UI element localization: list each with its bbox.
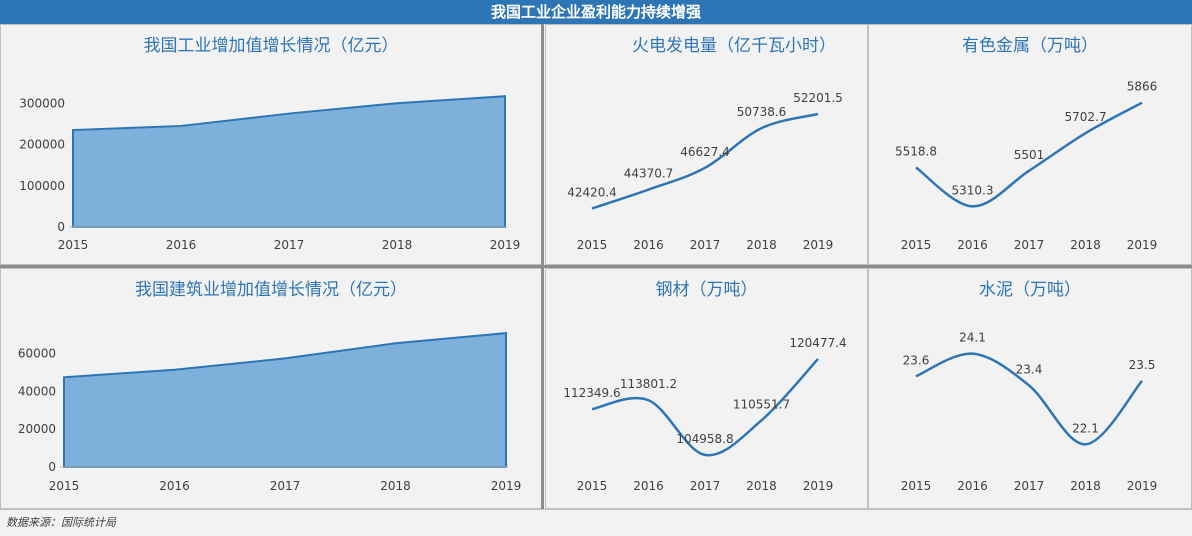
x-tick-label: 2019: [1127, 479, 1158, 493]
x-tick-label: 2017: [690, 238, 721, 252]
area-series: [64, 333, 506, 467]
x-tick-label: 2016: [166, 238, 197, 252]
y-tick-label: 40000: [18, 384, 56, 398]
x-tick-label: 2018: [1070, 238, 1101, 252]
data-label: 44370.7: [624, 167, 674, 181]
data-label: 113801.2: [620, 377, 677, 391]
data-label: 112349.6: [563, 386, 620, 400]
x-tick-label: 2015: [58, 238, 89, 252]
x-tick-label: 2019: [803, 238, 834, 252]
data-label: 5501: [1014, 148, 1045, 162]
data-label: 23.5: [1129, 358, 1156, 372]
chart-industry: 2015 2016 2017 2018 2019 0 100000 200000 300000: [1, 25, 543, 266]
y-tick-label: 0: [57, 220, 65, 234]
line-series: [592, 114, 818, 208]
x-tick-label: 2019: [490, 238, 521, 252]
data-label: 104958.8: [676, 432, 733, 446]
x-tick-label: 2015: [577, 238, 608, 252]
footer-source: 数据来源：国际统计局: [0, 509, 1192, 535]
data-label: 23.6: [903, 353, 930, 367]
data-label: 120477.4: [789, 336, 846, 350]
data-label: 50738.6: [737, 105, 787, 119]
data-label: 5702.7: [1065, 110, 1107, 124]
data-label: 52201.5: [793, 91, 843, 105]
data-label: 110551.7: [733, 397, 790, 411]
x-tick-label: 2017: [690, 479, 721, 493]
y-tick-label: 20000: [18, 422, 56, 436]
x-tick-label: 2016: [633, 238, 664, 252]
x-tick-label: 2015: [577, 479, 608, 493]
x-tick-label: 2015: [901, 479, 932, 493]
x-tick-label: 2017: [270, 479, 301, 493]
x-tick-label: 2018: [1070, 479, 1101, 493]
y-tick-label: 200000: [19, 138, 65, 152]
chart-cement: 2015 2016 2017 2018 2019 23.6 24.1 23.4 22.1 23.5: [869, 269, 1192, 510]
horizontal-divider: [0, 265, 1192, 268]
data-label: 5310.3: [952, 183, 994, 197]
x-tick-label: 2019: [491, 479, 522, 493]
x-tick-label: 2018: [746, 238, 777, 252]
data-label: 42420.4: [567, 185, 617, 199]
x-tick-label: 2015: [49, 479, 80, 493]
area-series: [73, 96, 505, 227]
x-tick-label: 2017: [1014, 479, 1045, 493]
data-label: 22.1: [1072, 421, 1099, 435]
y-tick-label: 0: [48, 460, 56, 474]
x-tick-label: 2017: [1014, 238, 1045, 252]
x-tick-label: 2018: [746, 479, 777, 493]
y-tick-label: 300000: [19, 96, 65, 110]
data-label: 5518.8: [895, 144, 937, 158]
data-label: 46627.4: [680, 145, 730, 159]
y-tick-label: 100000: [19, 179, 65, 193]
data-label: 5866: [1127, 80, 1158, 94]
chart-thermal: 2015 2016 2017 2018 2019 42420.4 44370.7 46627.…: [546, 25, 869, 266]
x-tick-label: 2016: [957, 238, 988, 252]
x-tick-label: 2016: [957, 479, 988, 493]
x-tick-label: 2019: [803, 479, 834, 493]
x-tick-label: 2015: [901, 238, 932, 252]
x-tick-label: 2017: [274, 238, 305, 252]
data-label: 23.4: [1016, 362, 1043, 376]
chart-construction: 2015 2016 2017 2018 2019 0 20000 40000 60000: [1, 269, 543, 510]
x-tick-label: 2018: [382, 238, 413, 252]
x-tick-label: 2016: [633, 479, 664, 493]
data-label: 24.1: [959, 331, 986, 345]
x-tick-label: 2019: [1127, 238, 1158, 252]
chart-nonferrous: 2015 2016 2017 2018 2019 5518.8 5310.3 5501 5702…: [869, 25, 1192, 266]
x-tick-label: 2018: [380, 479, 411, 493]
y-tick-label: 60000: [18, 347, 56, 361]
x-tick-label: 2016: [159, 479, 190, 493]
banner-title: 我国工业企业盈利能力持续增强: [0, 0, 1192, 24]
